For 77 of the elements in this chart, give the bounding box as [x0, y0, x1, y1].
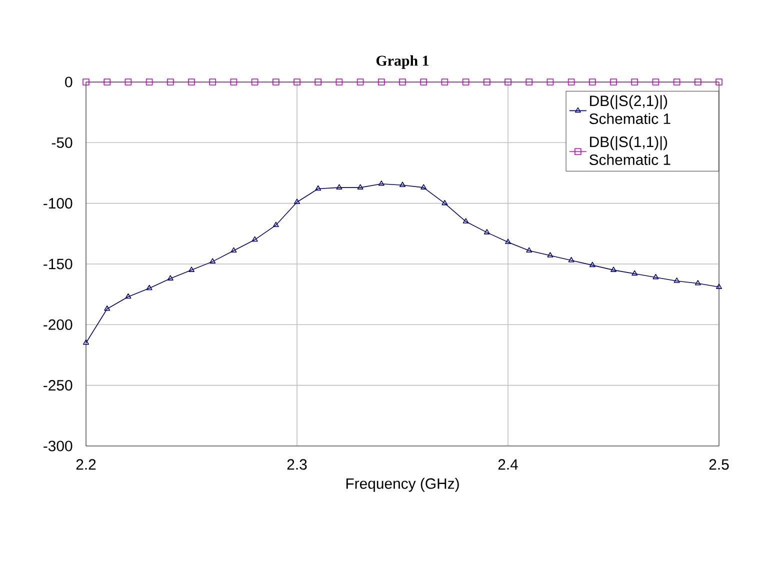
- point: [526, 247, 532, 253]
- point: [251, 78, 258, 86]
- point: [547, 252, 554, 258]
- point: [504, 78, 512, 86]
- point: [526, 78, 533, 86]
- point: [104, 78, 111, 86]
- point: [167, 275, 174, 280]
- point: [716, 284, 722, 289]
- legend-label: DB(|S(1,1)|) Schematic 1: [590, 136, 670, 166]
- point: [230, 78, 238, 86]
- point: [442, 200, 448, 206]
- point: [462, 78, 470, 86]
- point: [230, 247, 237, 253]
- y-tick-label: -300: [44, 440, 72, 452]
- point: [82, 78, 90, 86]
- point: [146, 78, 153, 86]
- point: [674, 278, 680, 283]
- y-tick-label: 0: [65, 76, 72, 88]
- point: [484, 229, 490, 234]
- y-tick-label: -150: [44, 258, 72, 270]
- point: [673, 78, 680, 86]
- point: [420, 78, 428, 86]
- point: [336, 184, 342, 190]
- x-tick-label: 2.5: [709, 459, 729, 470]
- point: [146, 284, 152, 290]
- x-axis-title: Frequency (GHz): [346, 478, 459, 492]
- point: [716, 78, 722, 86]
- chart-title: Graph 1: [376, 55, 429, 69]
- point: [378, 180, 384, 186]
- point: [272, 222, 279, 228]
- point: [209, 78, 216, 86]
- point: [546, 78, 554, 86]
- point: [694, 78, 702, 86]
- point: [632, 270, 638, 276]
- point: [252, 236, 258, 242]
- point: [356, 78, 364, 86]
- point: [589, 78, 596, 86]
- point: [589, 262, 596, 268]
- point: [294, 198, 300, 204]
- x-tick-label: 2.2: [76, 459, 96, 470]
- y-tick-label: -200: [44, 319, 72, 330]
- point: [652, 274, 659, 280]
- point: [294, 78, 300, 86]
- legend-label: DB(|S(2,1)|) Schematic 1: [590, 95, 670, 124]
- point: [505, 238, 512, 244]
- point: [336, 78, 343, 86]
- point: [400, 182, 406, 188]
- point: [462, 218, 469, 224]
- point: [399, 78, 406, 86]
- x-tick-label: 2.3: [287, 459, 307, 470]
- point: [188, 266, 195, 272]
- point: [83, 339, 90, 345]
- point: [484, 78, 490, 86]
- point: [694, 280, 701, 286]
- y-tick-label: -100: [44, 198, 72, 209]
- point: [378, 78, 385, 86]
- point: [568, 256, 574, 262]
- point: [210, 258, 216, 264]
- point: [124, 78, 132, 86]
- point: [631, 78, 638, 86]
- point: [167, 78, 174, 86]
- point: [610, 266, 617, 272]
- point: [610, 78, 617, 86]
- y-tick-label: -50: [52, 137, 72, 148]
- point: [188, 78, 195, 86]
- point: [315, 185, 322, 191]
- x-tick-label: 2.4: [498, 459, 518, 470]
- point: [441, 78, 448, 86]
- point: [125, 293, 132, 299]
- point: [104, 305, 110, 311]
- point: [568, 78, 575, 86]
- point: [652, 78, 660, 86]
- point: [272, 78, 280, 86]
- y-tick-label: -250: [44, 380, 72, 391]
- point: [314, 78, 322, 86]
- point: [420, 184, 427, 190]
- point: [357, 184, 364, 190]
